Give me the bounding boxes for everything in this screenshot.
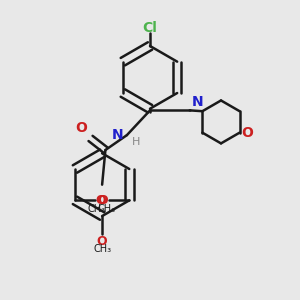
- Text: O: O: [97, 194, 108, 207]
- Text: O: O: [241, 126, 253, 140]
- Text: O: O: [75, 121, 87, 135]
- Text: N: N: [191, 95, 203, 109]
- Text: O: O: [96, 194, 106, 207]
- Text: CH₃: CH₃: [88, 204, 106, 214]
- Text: Cl: Cl: [142, 21, 158, 35]
- Text: CH₃: CH₃: [93, 244, 111, 254]
- Text: N: N: [112, 128, 124, 142]
- Text: O: O: [97, 235, 107, 248]
- Text: CH₃: CH₃: [97, 204, 116, 214]
- Text: H: H: [132, 137, 140, 147]
